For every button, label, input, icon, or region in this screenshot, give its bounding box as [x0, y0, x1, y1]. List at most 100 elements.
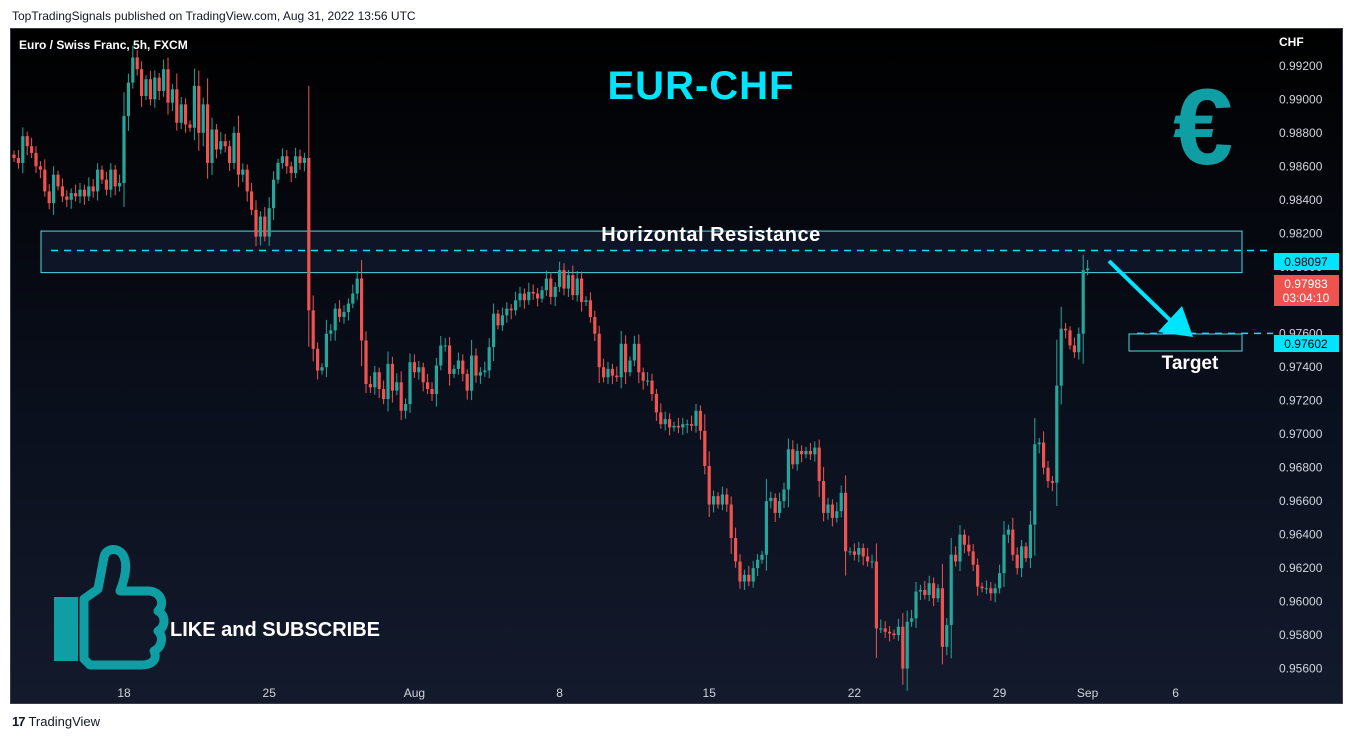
candle-body — [874, 561, 878, 629]
target-zone — [1128, 333, 1243, 352]
candlestick-chart: Horizontal Resistance EUR-CHF Euro / Swi… — [12, 35, 1339, 700]
candle-body — [619, 343, 623, 378]
y-tick-label: 0.98400 — [1279, 193, 1323, 207]
resistance-label: Horizontal Resistance — [601, 224, 820, 246]
svg-text:€: € — [1173, 66, 1233, 187]
y-tick-label: 0.96800 — [1279, 461, 1323, 475]
svg-text:0.97602: 0.97602 — [1284, 337, 1328, 351]
candle-body — [940, 588, 944, 647]
candle-body — [500, 315, 504, 326]
candle-body — [351, 293, 355, 304]
candle-body — [522, 293, 526, 301]
candle-body — [597, 333, 601, 368]
candle-body — [144, 79, 148, 96]
candle-body — [452, 368, 456, 374]
candle-body — [38, 166, 42, 170]
candle-body — [835, 511, 839, 518]
candle-body — [131, 57, 135, 83]
candle-body — [324, 333, 328, 368]
candle-body — [685, 424, 689, 426]
x-tick-label: 15 — [703, 686, 717, 700]
candle-body — [866, 556, 870, 562]
candles-group — [12, 45, 1090, 691]
candle-body — [707, 466, 711, 505]
candle-body — [571, 275, 575, 296]
svg-text:0.97983: 0.97983 — [1284, 277, 1328, 291]
y-tick-label: 0.96600 — [1279, 494, 1323, 508]
tradingview-logo-icon: 17 — [12, 714, 26, 729]
candle-body — [487, 347, 491, 371]
candle-body — [632, 343, 636, 361]
candle-body — [52, 174, 56, 204]
candle-body — [170, 89, 174, 103]
candle-body — [720, 494, 724, 505]
candle-body — [1028, 524, 1032, 559]
candle-body — [223, 141, 227, 147]
candle-body — [1042, 442, 1046, 468]
y-tick-label: 0.95800 — [1279, 628, 1323, 642]
candle-body — [984, 588, 988, 590]
candle-body — [536, 293, 540, 299]
candle-body — [923, 589, 927, 595]
candle-body — [509, 308, 513, 311]
candle-body — [439, 345, 443, 366]
x-tick-label: Aug — [404, 686, 425, 700]
candle-body — [1081, 270, 1085, 334]
candle-body — [96, 169, 100, 192]
candle-body — [140, 69, 144, 96]
candle-body — [646, 380, 650, 382]
candle-body — [236, 132, 240, 175]
y-tick-label: 0.98200 — [1279, 226, 1323, 240]
candle-body — [153, 77, 157, 100]
candle-body — [514, 300, 518, 311]
candle-body — [888, 631, 892, 634]
candle-body — [148, 79, 152, 100]
candle-body — [197, 85, 201, 133]
candle-body — [795, 450, 799, 465]
candle-body — [870, 561, 874, 563]
candle-body — [201, 104, 205, 133]
candle-body — [91, 186, 95, 192]
candle-body — [1037, 442, 1041, 445]
candle-body — [531, 291, 535, 294]
candle-body — [368, 383, 372, 388]
candle-body — [848, 551, 852, 553]
candle-body — [364, 340, 368, 384]
candle-body — [914, 591, 918, 619]
candle-body — [245, 169, 249, 192]
target-label: Target — [1162, 353, 1219, 374]
candle-body — [118, 183, 122, 187]
candle-body — [575, 278, 579, 296]
candle-body — [998, 573, 1002, 589]
candle-body — [910, 618, 914, 622]
chart-title: EUR-CHF — [608, 64, 795, 108]
y-tick-label: 0.96400 — [1279, 528, 1323, 542]
candle-body — [478, 372, 482, 376]
target-arrow — [1107, 259, 1193, 337]
candle-body — [716, 496, 720, 505]
candle-body — [65, 196, 69, 200]
candle-body — [483, 370, 487, 373]
candle-body — [60, 186, 64, 197]
candle-body — [1055, 385, 1059, 483]
candle-body — [355, 278, 359, 294]
candle-body — [399, 382, 403, 411]
candle-body — [839, 492, 843, 512]
candle-body — [56, 174, 60, 187]
candle-body — [980, 586, 984, 589]
candle-body — [329, 330, 333, 334]
candle-body — [426, 382, 430, 389]
candle-body — [826, 504, 830, 513]
candle-body — [280, 156, 284, 163]
candle-body — [822, 481, 826, 513]
candle-body — [157, 77, 161, 91]
candle-body — [641, 372, 645, 381]
candle-body — [756, 559, 760, 569]
candle-body — [989, 588, 993, 594]
candle-body — [786, 449, 790, 490]
candle-body — [492, 313, 496, 348]
svg-text:0.98097: 0.98097 — [1284, 255, 1328, 269]
candle-body — [879, 628, 883, 630]
currency-label: CHF — [1279, 35, 1304, 49]
candle-body — [377, 372, 381, 389]
